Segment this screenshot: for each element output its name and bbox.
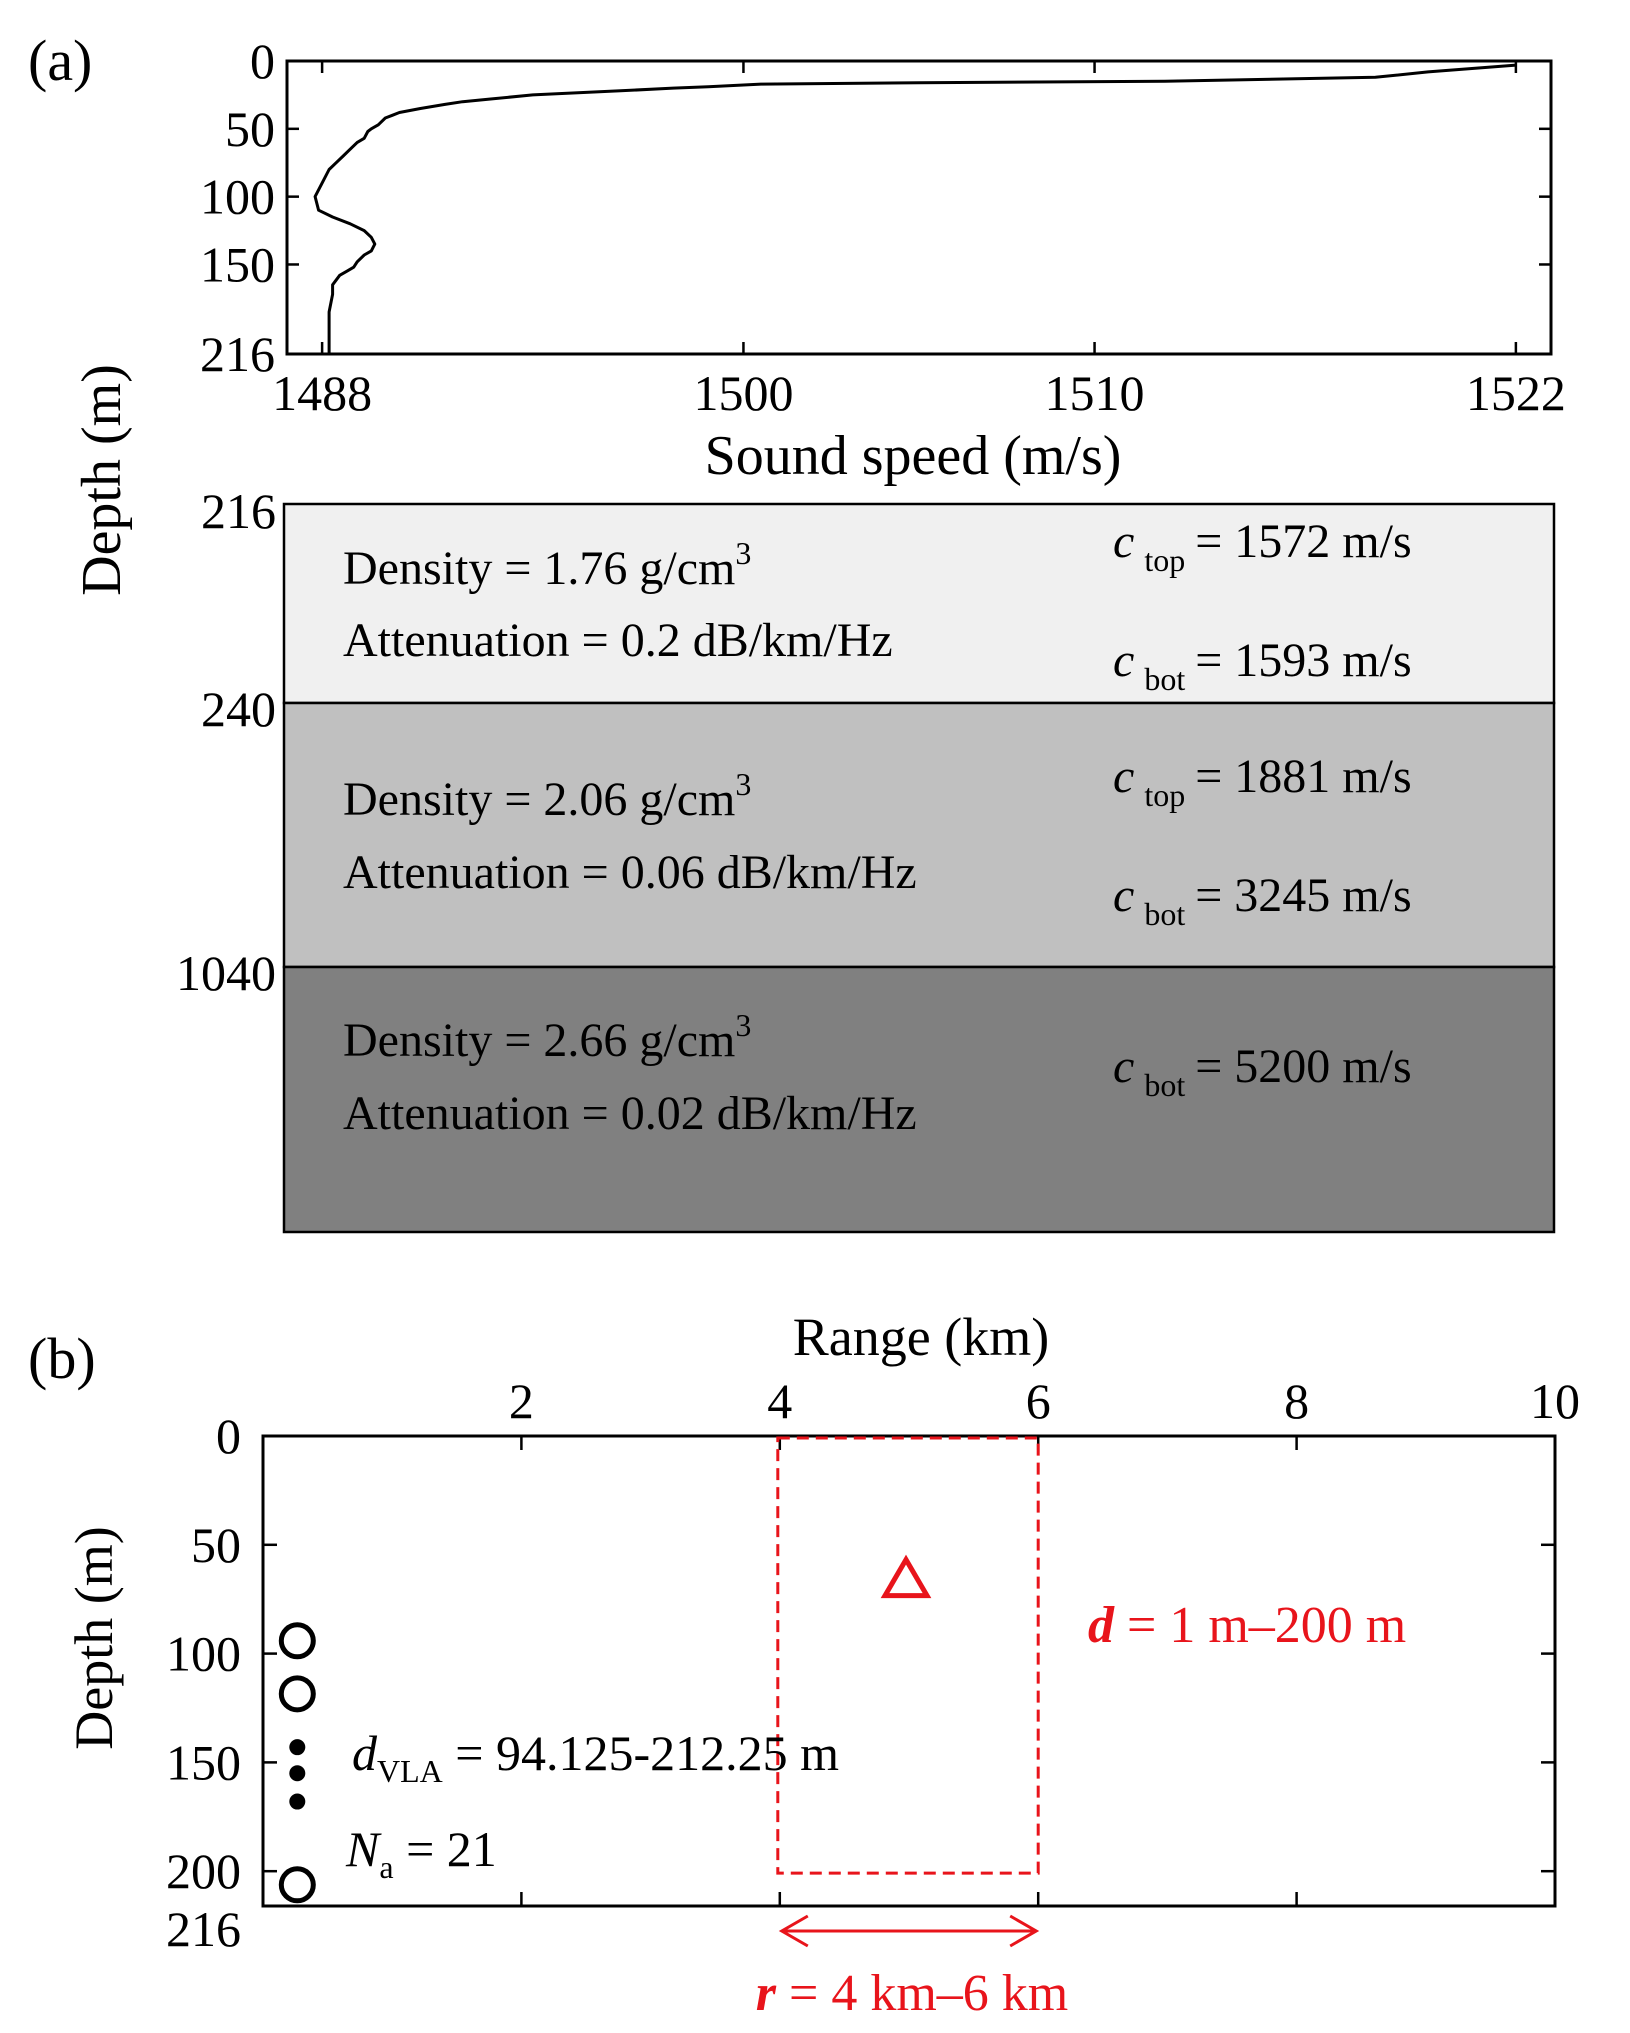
depth-tick-label-150: 150: [166, 1734, 241, 1790]
layer1-c-top: c top = 1572 m/s: [1113, 515, 1412, 578]
layer2-attenuation: Attenuation = 0.06 dB/km/Hz: [343, 846, 917, 899]
sound-speed-x-ticks: 1488 1500 1510 1522: [272, 61, 1566, 421]
panel-a-depth-axis-label: Depth (m): [71, 364, 133, 596]
x-tick-label-1522: 1522: [1466, 365, 1566, 421]
sediment-layer-1: [282, 502, 1556, 705]
range-annotation: r = 4 km–6 km: [756, 1965, 1068, 2022]
depth-tick-label-50: 50: [191, 1517, 241, 1573]
vertical-line-array: [278, 1622, 316, 1904]
layer3-c-bot: c bot = 5200 m/s: [1113, 1040, 1412, 1103]
array-ellipsis-dot-3: [289, 1793, 306, 1810]
layer2-c-top: c top = 1881 m/s: [1113, 750, 1412, 813]
layer-depth-label-216: 216: [201, 483, 276, 539]
range-arrow: [778, 1914, 1040, 1948]
range-x-ticks: 2 4 6 8 10: [509, 1373, 1580, 1906]
range-tick-label-4: 4: [767, 1373, 792, 1429]
depth-tick-label-100: 100: [166, 1626, 241, 1682]
range-tick-label-8: 8: [1284, 1373, 1309, 1429]
sound-speed-plot-frame: [285, 59, 1553, 356]
source-marker: [880, 1554, 932, 1599]
sediment-layers: [282, 502, 1556, 1234]
layer1-c-bot: c bot = 1593 m/s: [1113, 634, 1412, 697]
x-tick-label-1510: 1510: [1045, 365, 1145, 421]
layer1-density: Density = 1.76 g/cm3: [343, 535, 751, 595]
array-ellipsis-dot-2: [289, 1765, 306, 1782]
array-element-circle-2: [278, 1675, 316, 1713]
y-tick-label-216: 216: [200, 326, 275, 382]
depth-tick-label-0: 0: [216, 1408, 241, 1464]
search-box: [776, 1436, 1040, 1875]
depth-y-ticks: 0 50 100 150 216: [200, 33, 1551, 382]
layer2-c-bot: c bot = 3245 m/s: [1113, 869, 1412, 932]
y-tick-label-150: 150: [200, 236, 275, 292]
y-tick-label-50: 50: [225, 101, 275, 157]
range-arrow-head-right: [1009, 1914, 1040, 1948]
panel-b-depth-axis-label: Depth (m): [64, 1526, 124, 1749]
na-annotation: Na = 21: [345, 1821, 497, 1885]
range-tick-label-10: 10: [1530, 1373, 1580, 1429]
panel-b-label: (b): [28, 1326, 96, 1391]
source-triangle: [880, 1554, 932, 1599]
layer-depth-label-1040: 1040: [176, 945, 276, 1001]
x-tick-label-1488: 1488: [272, 365, 372, 421]
depth-tick-label-216: 216: [166, 1901, 241, 1957]
panel-b: (b) Range (km) Depth (m) 2 4 6 8 10 0 50 100 15…: [28, 1307, 1580, 2022]
range-axis-label: Range (km): [793, 1307, 1049, 1367]
sound-speed-profile-line: [313, 63, 1517, 354]
panel-a-label: (a): [28, 28, 92, 93]
y-tick-label-0: 0: [250, 33, 275, 89]
array-element-circle-3: [278, 1866, 316, 1904]
array-ellipsis-dot-1: [289, 1739, 306, 1756]
depth-range-annotation: d = 1 m–200 m: [1088, 1597, 1406, 1654]
depth-tick-label-200: 200: [166, 1843, 241, 1899]
sediment-layer-2: [282, 701, 1556, 969]
layer3-density: Density = 2.66 g/cm3: [343, 1007, 751, 1067]
panel-a: (a) 1488 1500 1510 1522 0 50 100 150 216 Sound …: [28, 28, 1566, 1234]
layer1-attenuation: Attenuation = 0.2 dB/km/Hz: [343, 614, 893, 667]
layer-depth-label-240: 240: [201, 681, 276, 737]
range-arrow-head-left: [778, 1914, 809, 1948]
x-tick-label-1500: 1500: [693, 365, 793, 421]
y-tick-label-100: 100: [200, 169, 275, 225]
d-vla-annotation: dVLA = 94.125-212.25 m: [352, 1725, 839, 1789]
search-box-rect: [776, 1436, 1040, 1875]
layer3-attenuation: Attenuation = 0.02 dB/km/Hz: [343, 1087, 917, 1140]
sound-speed-axis-label: Sound speed (m/s): [705, 425, 1122, 487]
sediment-layer-3: [282, 965, 1556, 1234]
layer2-density: Density = 2.06 g/cm3: [343, 766, 751, 826]
range-tick-label-6: 6: [1026, 1373, 1051, 1429]
range-tick-label-2: 2: [509, 1373, 534, 1429]
array-element-circle-1: [278, 1622, 316, 1660]
range-depth-plot-frame: [261, 1434, 1557, 1908]
